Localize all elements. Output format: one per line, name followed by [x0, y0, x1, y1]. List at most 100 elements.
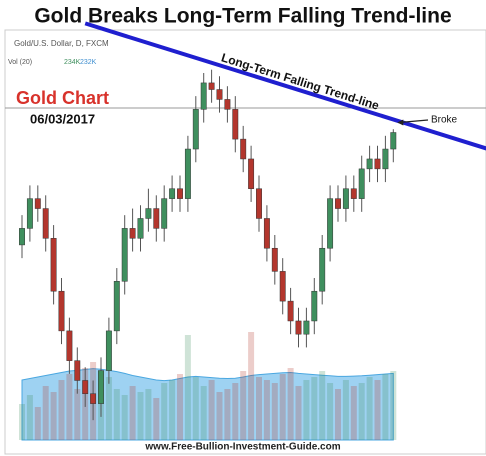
candle-body: [327, 198, 334, 249]
volume-bar: [271, 383, 278, 440]
candle-body: [295, 320, 302, 335]
volume-bar: [42, 386, 49, 440]
candle-body: [335, 198, 341, 209]
volume-bar: [279, 374, 286, 440]
volume-bar: [335, 389, 341, 440]
candle-body: [34, 198, 41, 209]
volume-bar: [145, 389, 152, 440]
candle-body: [382, 148, 389, 170]
candle-body: [177, 188, 183, 199]
candle-body: [105, 330, 112, 371]
candle-body: [224, 99, 231, 110]
volume-bar: [200, 386, 207, 440]
candle-body: [19, 228, 25, 246]
candle-body: [358, 168, 365, 199]
volume-bar: [295, 386, 302, 440]
candle-body: [66, 330, 73, 361]
volume-bar: [319, 371, 326, 440]
candle-body: [50, 238, 57, 292]
candle-body: [113, 281, 120, 332]
volume-bar: [374, 380, 381, 440]
volume-bar: [382, 374, 389, 440]
chart-title: Gold Breaks Long-Term Falling Trend-line: [34, 5, 451, 28]
footer: www.Free-Bullion-Investment-Guide.com: [144, 442, 340, 453]
header: Gold/U.S. Dollar, D, FXCM: [14, 39, 109, 48]
candle-body: [208, 82, 215, 90]
volume-bar: [26, 395, 33, 440]
candle-body: [248, 158, 255, 189]
candle-body: [145, 208, 152, 219]
volume-bar: [303, 380, 310, 440]
candle-body: [240, 138, 247, 160]
candle-body: [216, 89, 223, 100]
volume-legend: 232K: [80, 59, 97, 66]
candle-body: [366, 158, 373, 170]
candle-body: [161, 198, 168, 229]
volume-bar: [358, 383, 365, 440]
candle-body: [26, 198, 33, 229]
volume-bar: [177, 374, 183, 440]
candle-body: [342, 188, 349, 209]
volume-bar: [263, 380, 270, 440]
candle-body: [98, 370, 104, 404]
volume-bar: [66, 374, 73, 440]
volume-bar: [50, 392, 57, 440]
candle-body: [271, 247, 278, 272]
volume-bar: [208, 380, 215, 440]
candle-body: [192, 109, 199, 150]
volume-bar: [19, 404, 25, 440]
volume-legend: 234K: [64, 59, 81, 66]
annotation-arrowhead: [397, 119, 404, 126]
volume-bar: [137, 392, 144, 440]
candle-body: [279, 271, 286, 302]
volume-bar: [350, 386, 357, 440]
candle-body: [390, 132, 397, 150]
volume-bar: [161, 383, 168, 440]
volume-bar: [224, 389, 231, 440]
chart-label: Gold Chart: [16, 88, 109, 108]
volume-bar: [311, 377, 318, 440]
volume-bar: [113, 389, 120, 440]
candle-body: [256, 188, 262, 219]
candle-body: [121, 228, 128, 282]
volume-bar: [121, 395, 128, 440]
candle-body: [90, 393, 97, 404]
candle-body: [374, 158, 381, 170]
volume-bar: [105, 377, 112, 440]
date: 06/03/2017: [30, 111, 95, 126]
volume-bar: [74, 389, 81, 440]
volume-bar: [256, 377, 262, 440]
candle-body: [58, 290, 65, 332]
candle-body: [74, 360, 81, 381]
volume-bar: [58, 380, 65, 440]
candle-body: [263, 218, 270, 249]
candle-body: [287, 300, 294, 322]
candle-body: [82, 380, 89, 394]
volume-bar: [327, 383, 334, 440]
candle-body: [303, 320, 310, 335]
candle-body: [232, 109, 239, 140]
candle-body: [311, 290, 318, 322]
candle-body: [184, 148, 191, 199]
candle-body: [42, 208, 49, 239]
volume-label: Vol (20): [8, 59, 32, 66]
volume-bar: [248, 332, 255, 440]
volume-bar: [129, 386, 136, 440]
volume-bar: [287, 368, 294, 440]
annotation-arrow: [399, 119, 429, 124]
candle-body: [200, 82, 207, 110]
volume-bar: [184, 335, 191, 440]
volume-bar: [192, 377, 199, 440]
candle-body: [350, 188, 357, 199]
volume-bar: [153, 398, 160, 440]
volume-bar: [216, 392, 223, 440]
volume-bar: [169, 380, 176, 440]
volume-bar: [240, 371, 247, 440]
candle-body: [319, 247, 326, 292]
volume-ma-area: [21, 368, 394, 441]
candle-body: [169, 188, 176, 199]
volume-bar: [366, 377, 373, 440]
trend-line: [84, 21, 486, 151]
volume-bar: [34, 407, 41, 440]
